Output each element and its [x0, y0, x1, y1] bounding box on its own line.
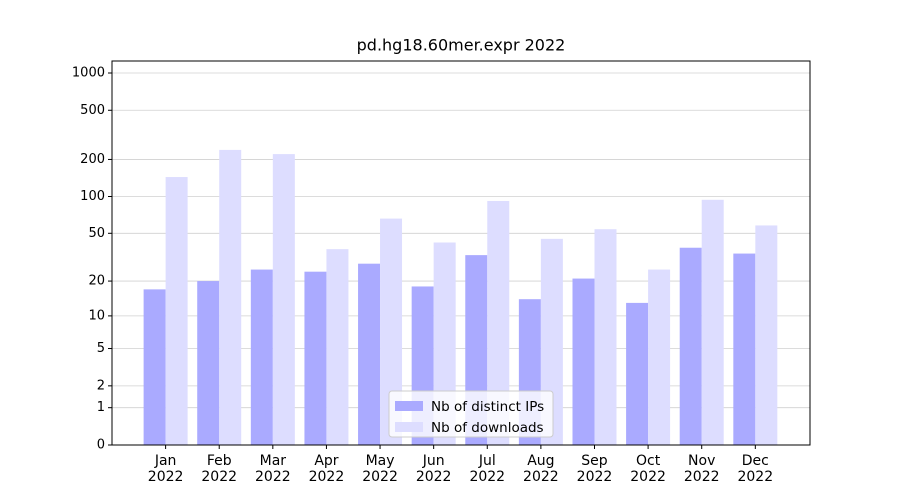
bar: [143, 289, 166, 445]
y-tick-label: 20: [88, 274, 105, 289]
bar: [755, 225, 778, 445]
bar: [326, 249, 349, 445]
y-tick-label: 0: [97, 438, 105, 453]
x-tick-label: May 2022: [362, 453, 398, 485]
plot-frame: [111, 60, 811, 446]
bar: [219, 149, 242, 445]
bar: [701, 199, 724, 445]
legend-label: Nb of downloads: [431, 420, 544, 436]
x-tick-label: Mar 2022: [255, 453, 291, 485]
x-tick-label: Jan 2022: [147, 453, 184, 485]
bar: [250, 269, 273, 445]
legend-swatch: [395, 401, 423, 411]
bar: [572, 278, 595, 445]
y-tick-label: 100: [80, 189, 105, 204]
bar: [648, 269, 671, 445]
x-tick-label: Apr 2022: [308, 453, 345, 485]
bar: [487, 200, 510, 445]
chart-title: pd.hg18.60mer.expr 2022: [357, 36, 566, 55]
bar: [358, 263, 381, 445]
bar: [165, 177, 188, 445]
legend-box: [388, 390, 554, 438]
x-tick-label: Aug 2022: [523, 453, 559, 485]
x-tick-label: Jul 2022: [469, 453, 506, 485]
y-tick-label: 2: [97, 378, 105, 393]
legend: Nb of distinct IPs Nb of downloads: [388, 390, 554, 438]
bar: [679, 247, 702, 445]
x-tick-label: Oct 2022: [630, 453, 666, 485]
bar: [304, 271, 327, 445]
bar: [594, 229, 617, 445]
y-tick-label: 1: [97, 400, 105, 415]
y-tick-label: 200: [80, 152, 105, 167]
y-tick-label: 50: [88, 226, 105, 241]
y-tick-label: 1000: [72, 66, 105, 81]
x-tick-label: Jun 2022: [415, 453, 452, 485]
legend-label: Nb of distinct IPs: [431, 399, 544, 415]
bar: [626, 302, 649, 445]
y-tick-label: 500: [80, 103, 105, 118]
legend-swatch: [395, 422, 423, 432]
bar: [733, 253, 756, 445]
x-tick-label: Sep 2022: [576, 453, 613, 485]
y-tick-label: 5: [97, 341, 105, 356]
x-tick-label: Feb 2022: [201, 453, 238, 485]
x-tick-label: Dec 2022: [737, 453, 774, 485]
bar: [272, 154, 295, 446]
bar: [197, 281, 220, 445]
x-tick-label: Nov 2022: [683, 453, 720, 485]
y-tick-label: 10: [88, 308, 105, 323]
bar: [380, 218, 403, 445]
